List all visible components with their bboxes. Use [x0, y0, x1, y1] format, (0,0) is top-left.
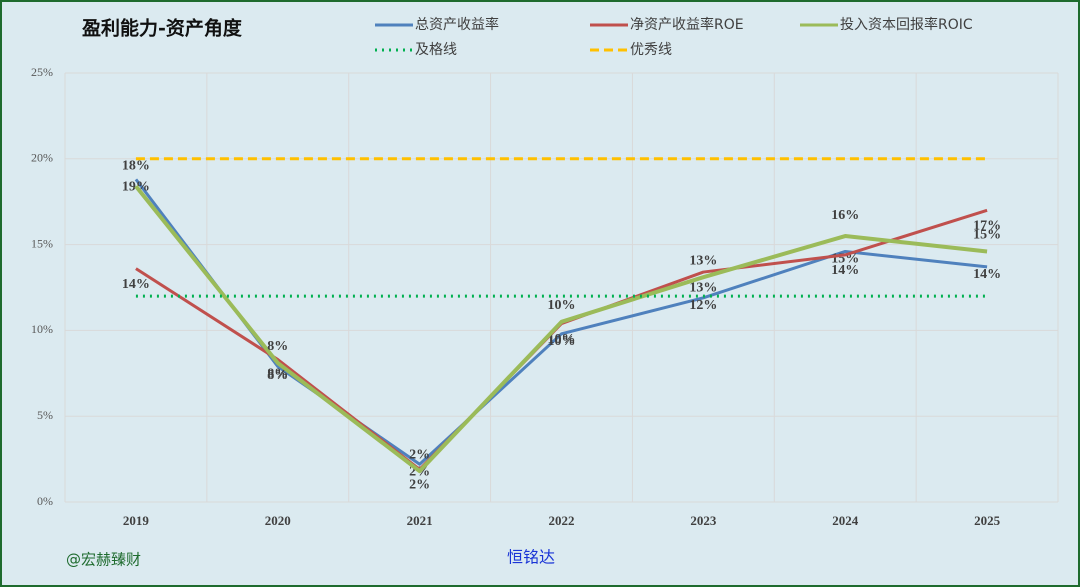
data-label: 13% — [689, 253, 717, 268]
data-label: 15% — [973, 228, 1001, 243]
x-tick-label: 2023 — [690, 513, 717, 528]
data-label: 2% — [409, 447, 430, 462]
data-label: 10% — [548, 332, 576, 347]
x-tick-label: 2020 — [265, 513, 291, 528]
data-label: 13% — [689, 280, 717, 295]
y-tick-label: 15% — [31, 236, 53, 250]
series-line — [134, 178, 988, 466]
x-tick-label: 2019 — [123, 513, 150, 528]
x-tick-label: 2022 — [549, 513, 575, 528]
series-line — [134, 185, 988, 474]
y-tick-label: 25% — [31, 65, 53, 79]
legend-label: 净资产收益率ROE — [630, 16, 744, 33]
data-label: 16% — [831, 208, 859, 223]
y-tick-label: 5% — [37, 408, 53, 422]
y-tick-label: 20% — [31, 151, 53, 165]
data-label: 14% — [122, 277, 150, 292]
company-name: 恒铭达 — [507, 548, 555, 567]
data-label: 8% — [267, 368, 288, 383]
x-tick-label: 2021 — [407, 513, 433, 528]
data-label: 2% — [409, 478, 430, 493]
legend-label: 总资产收益率 — [415, 16, 499, 33]
y-tick-label: 0% — [37, 494, 53, 508]
data-label: 14% — [831, 263, 859, 278]
data-label: 12% — [689, 298, 717, 313]
data-label: 8% — [267, 339, 288, 354]
data-label: 17% — [973, 218, 1001, 233]
watermark: @宏赫臻财 — [66, 551, 141, 569]
y-tick-label: 10% — [31, 322, 53, 336]
data-label: 10% — [548, 334, 576, 349]
data-label: 14% — [973, 267, 1001, 282]
x-tick-label: 2024 — [832, 513, 859, 528]
legend-label: 及格线 — [415, 42, 457, 58]
data-label: 18% — [122, 158, 150, 173]
chart-title: 盈利能力-资产角度 — [81, 17, 243, 40]
data-label: 10% — [548, 298, 576, 313]
legend-label: 优秀线 — [630, 42, 672, 58]
data-label: 8% — [267, 367, 288, 382]
legend-label: 投入资本回报率ROIC — [840, 16, 973, 33]
x-tick-label: 2025 — [974, 513, 1001, 528]
